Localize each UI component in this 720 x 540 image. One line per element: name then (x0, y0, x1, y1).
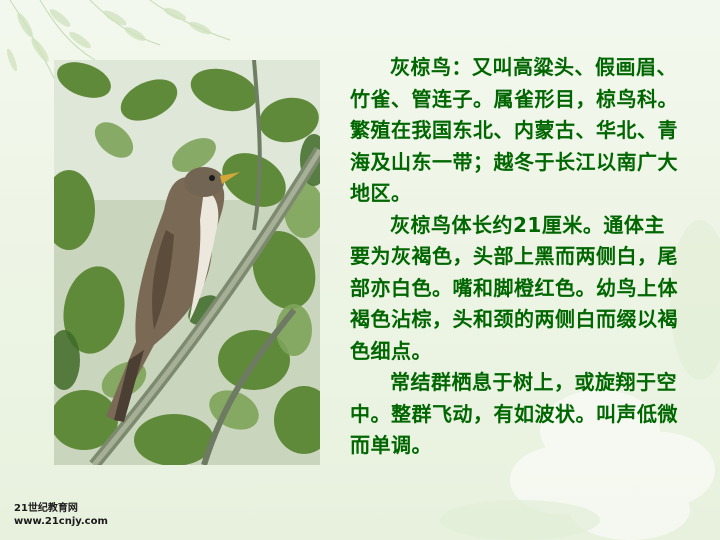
watermark-title: 21世纪教育网 (14, 503, 78, 514)
paragraph-intro: 灰椋鸟：又叫高粱头、假画眉、竹雀、管连子。属雀形目，椋鸟科。繁殖在我国东北、内蒙… (350, 55, 678, 205)
watermark-url: www.21cnjy.com (14, 516, 108, 527)
paragraph-appearance: 灰椋鸟体长约21厘米。通体主要为灰褐色，头部上黑而两侧白，尾部亦白色。嘴和脚橙红… (350, 212, 678, 363)
bird-photo (54, 60, 320, 465)
description-text: 灰椋鸟：又叫高粱头、假画眉、竹雀、管连子。属雀形目，椋鸟科。繁殖在我国东北、内蒙… (350, 52, 680, 462)
paragraph-behavior: 常结群栖息于树上，或旋翔于空中。整群飞动，有如波状。叫声低微而单调。 (350, 370, 678, 457)
bird-illustration (54, 60, 320, 465)
watermark-logo: 21世纪教育网 www.21cnjy.com (14, 502, 108, 528)
